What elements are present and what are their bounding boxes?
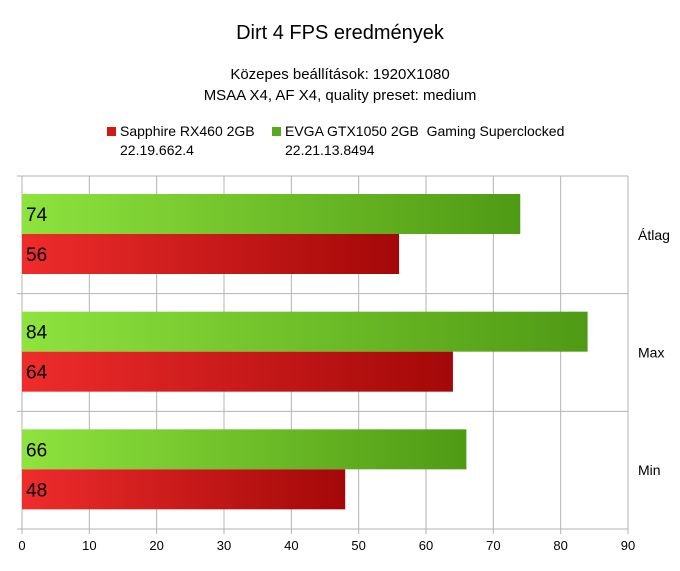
bar bbox=[22, 469, 346, 510]
legend-swatch-green bbox=[272, 127, 281, 136]
x-tick-label: 40 bbox=[284, 538, 298, 553]
data-label: 74 bbox=[26, 205, 48, 226]
category-label: Min bbox=[638, 462, 661, 478]
data-label: 84 bbox=[26, 323, 48, 344]
bar bbox=[22, 351, 453, 392]
category-label: Átlag bbox=[638, 227, 670, 243]
data-label: 64 bbox=[26, 363, 48, 384]
x-tick-label: 0 bbox=[18, 538, 25, 553]
chart-subtitle-line-2: MSAA X4, AF X4, quality preset: medium bbox=[203, 87, 477, 104]
chart-subtitle-line-1: Közepes beállítások: 1920X1080 bbox=[230, 66, 450, 83]
category-label: Max bbox=[638, 345, 664, 361]
x-tick-label: 60 bbox=[419, 538, 433, 553]
data-label: 48 bbox=[26, 480, 47, 501]
legend-item-sapphire: Sapphire RX460 2GB 22.19.662.4 bbox=[107, 122, 255, 160]
x-tick-label: 50 bbox=[351, 538, 365, 553]
bar bbox=[22, 194, 521, 234]
x-tick-label: 90 bbox=[621, 538, 635, 553]
x-tick-label: 80 bbox=[553, 538, 567, 553]
legend-swatch-red bbox=[107, 127, 116, 136]
chart-title: Dirt 4 FPS eredmények bbox=[236, 22, 444, 44]
bar bbox=[22, 234, 400, 274]
x-tick-label: 20 bbox=[149, 538, 163, 553]
x-tick-label: 30 bbox=[217, 538, 231, 553]
bar bbox=[22, 429, 467, 470]
legend-item-evga: EVGA GTX1050 2GB Gaming Superclocked 22.… bbox=[272, 122, 564, 160]
legend-label-evga: EVGA GTX1050 2GB Gaming Superclocked bbox=[285, 123, 565, 139]
x-tick-label: 70 bbox=[486, 538, 500, 553]
legend-label-sapphire: Sapphire RX460 2GB bbox=[120, 123, 255, 139]
data-label: 56 bbox=[26, 245, 47, 266]
x-tick-label: 10 bbox=[82, 538, 96, 553]
legend-driver-evga: 22.21.13.8494 bbox=[285, 142, 375, 158]
legend-driver-sapphire: 22.19.662.4 bbox=[120, 142, 194, 158]
data-label: 66 bbox=[26, 440, 47, 461]
bar bbox=[22, 311, 588, 352]
